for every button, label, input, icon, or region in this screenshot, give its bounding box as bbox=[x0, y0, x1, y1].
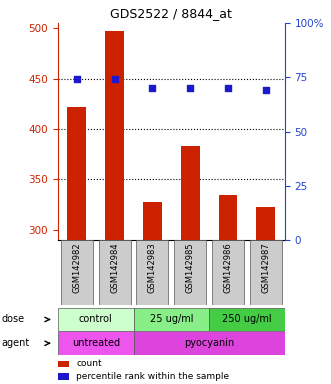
Text: 250 ug/ml: 250 ug/ml bbox=[222, 314, 272, 324]
Text: GSM142984: GSM142984 bbox=[110, 242, 119, 293]
Bar bbox=[250, 240, 282, 305]
Title: GDS2522 / 8844_at: GDS2522 / 8844_at bbox=[110, 7, 232, 20]
Bar bbox=[58, 308, 133, 331]
Bar bbox=[143, 202, 162, 240]
Bar bbox=[218, 195, 237, 240]
Bar bbox=[68, 107, 86, 240]
Point bbox=[150, 85, 155, 91]
Bar bbox=[209, 308, 285, 331]
Point bbox=[188, 85, 193, 91]
Text: pyocyanin: pyocyanin bbox=[184, 338, 234, 348]
Bar bbox=[58, 331, 133, 355]
Text: GSM142987: GSM142987 bbox=[261, 242, 270, 293]
Bar bbox=[58, 373, 69, 379]
Point bbox=[112, 76, 117, 83]
Bar bbox=[99, 240, 131, 305]
Text: control: control bbox=[79, 314, 113, 324]
Text: GSM142983: GSM142983 bbox=[148, 242, 157, 293]
Text: GSM142986: GSM142986 bbox=[223, 242, 232, 293]
Bar bbox=[61, 240, 93, 305]
Text: dose: dose bbox=[2, 314, 25, 324]
Text: GSM142985: GSM142985 bbox=[186, 242, 195, 293]
Bar bbox=[181, 146, 200, 240]
Text: GSM142982: GSM142982 bbox=[72, 242, 81, 293]
Text: untreated: untreated bbox=[71, 338, 120, 348]
Point bbox=[74, 76, 79, 83]
Bar bbox=[105, 31, 124, 240]
Text: agent: agent bbox=[2, 338, 30, 348]
Text: count: count bbox=[76, 359, 102, 369]
Bar bbox=[256, 207, 275, 240]
Bar bbox=[136, 240, 168, 305]
Bar bbox=[133, 308, 209, 331]
Bar bbox=[212, 240, 244, 305]
Bar bbox=[133, 331, 285, 355]
Bar bbox=[174, 240, 206, 305]
Point bbox=[263, 87, 268, 93]
Text: percentile rank within the sample: percentile rank within the sample bbox=[76, 372, 229, 381]
Bar bbox=[58, 361, 69, 367]
Point bbox=[225, 85, 231, 91]
Text: 25 ug/ml: 25 ug/ml bbox=[150, 314, 193, 324]
